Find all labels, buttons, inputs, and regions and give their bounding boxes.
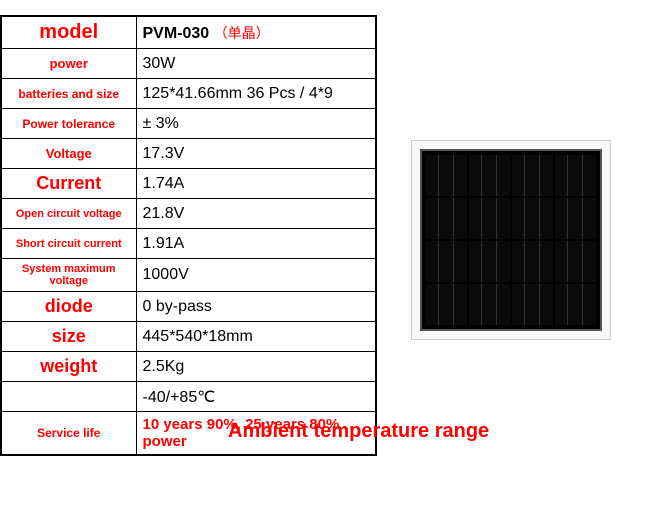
table-row: batteries and size 125*41.66mm 36 Pcs / … (1, 79, 376, 109)
solar-cell (555, 241, 596, 282)
diode-value: 0 by-pass (136, 292, 376, 322)
model-value-cell: PVM-030 （单晶） (136, 16, 376, 49)
solar-cell (512, 284, 553, 325)
tolerance-label: Power tolerance (1, 109, 136, 139)
model-label: model (1, 16, 136, 49)
ambient-temp-label: Ambient temperature range (228, 420, 489, 443)
solar-cell (426, 284, 467, 325)
table-row: Voltage 17.3V (1, 139, 376, 169)
scc-label: Short circuit current (1, 229, 136, 259)
voltage-value: 17.3V (136, 139, 376, 169)
size-label: size (1, 322, 136, 352)
model-cn: （单晶） (214, 25, 270, 41)
current-label: Current (1, 169, 136, 199)
smv-value: 1000V (136, 259, 376, 292)
table-row: size 445*540*18mm (1, 322, 376, 352)
solar-panel-grid (420, 149, 602, 331)
solar-cell (512, 241, 553, 282)
temp-label (1, 382, 136, 412)
weight-label: weight (1, 352, 136, 382)
table-row: Power tolerance ± 3% (1, 109, 376, 139)
solar-cell (426, 198, 467, 239)
power-label: power (1, 49, 136, 79)
solar-cell (555, 198, 596, 239)
table-row: System maximum voltage 1000V (1, 259, 376, 292)
solar-cell (469, 241, 510, 282)
table-row: model PVM-030 （单晶） (1, 16, 376, 49)
table-row: Short circuit current 1.91A (1, 229, 376, 259)
solar-cell (555, 155, 596, 196)
table-row: Open circuit voltage 21.8V (1, 199, 376, 229)
smv-label: System maximum voltage (1, 259, 136, 292)
service-label: Service life (1, 412, 136, 456)
solar-cell (469, 198, 510, 239)
weight-value: 2.5Kg (136, 352, 376, 382)
solar-panel-image (411, 140, 611, 340)
diode-label: diode (1, 292, 136, 322)
table-row: power 30W (1, 49, 376, 79)
table-row: -40/+85℃ (1, 382, 376, 412)
power-value: 30W (136, 49, 376, 79)
table-row: diode 0 by-pass (1, 292, 376, 322)
batteries-label: batteries and size (1, 79, 136, 109)
model-value: PVM-030 (143, 25, 210, 42)
ocv-value: 21.8V (136, 199, 376, 229)
scc-value: 1.91A (136, 229, 376, 259)
solar-cell (512, 155, 553, 196)
table-row: weight 2.5Kg (1, 352, 376, 382)
spec-table: model PVM-030 （单晶） power 30W batteries a… (0, 15, 377, 456)
solar-cell (426, 241, 467, 282)
size-value: 445*540*18mm (136, 322, 376, 352)
solar-cell (426, 155, 467, 196)
solar-cell (555, 284, 596, 325)
ocv-label: Open circuit voltage (1, 199, 136, 229)
temp-value: -40/+85℃ (136, 382, 376, 412)
batteries-value: 125*41.66mm 36 Pcs / 4*9 (136, 79, 376, 109)
tolerance-value: ± 3% (136, 109, 376, 139)
spec-table-wrap: model PVM-030 （单晶） power 30W batteries a… (0, 15, 377, 456)
current-value: 1.74A (136, 169, 376, 199)
table-row: Current 1.74A (1, 169, 376, 199)
solar-cell (512, 198, 553, 239)
solar-cell (469, 284, 510, 325)
voltage-label: Voltage (1, 139, 136, 169)
solar-cell (469, 155, 510, 196)
